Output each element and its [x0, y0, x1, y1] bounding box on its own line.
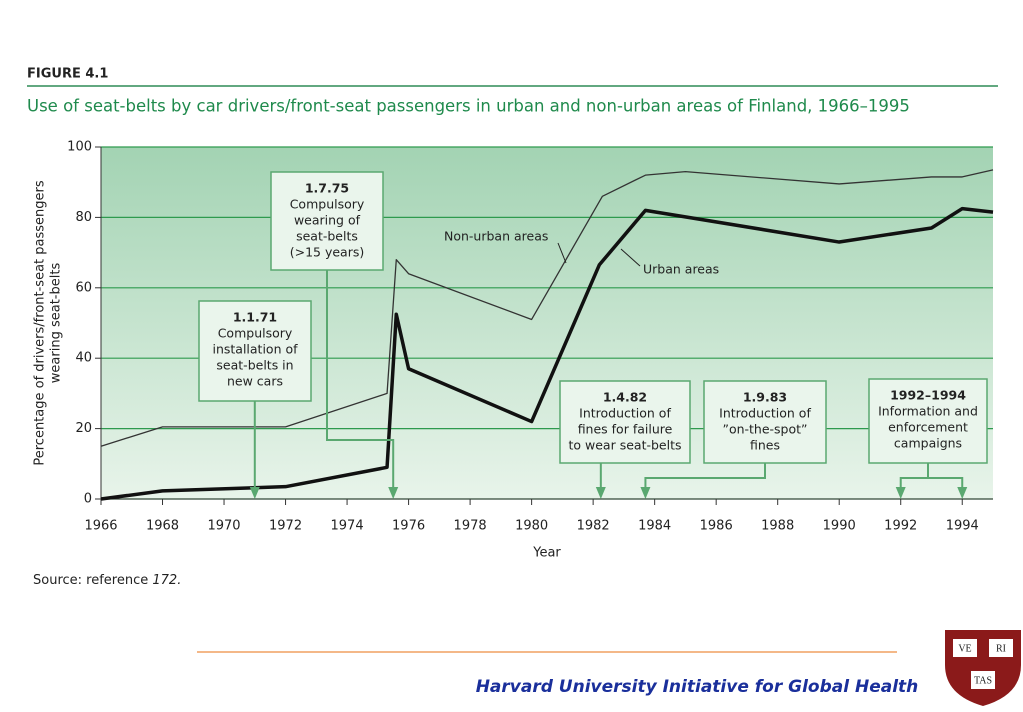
book — [971, 671, 995, 689]
series-label: Non-urban areas — [444, 229, 548, 244]
annotation-text: wearing of — [294, 213, 361, 228]
x-tick-label: 1990 — [823, 519, 856, 534]
label-leader — [620, 248, 641, 267]
arrow-head — [957, 487, 968, 499]
annotation-text: new cars — [227, 374, 283, 389]
arrow-head — [595, 487, 606, 499]
x-tick-label: 1980 — [515, 519, 548, 534]
x-tick-label: 1992 — [884, 519, 917, 534]
annotation-text: to wear seat-belts — [569, 438, 682, 453]
x-tick-label: 1988 — [761, 519, 794, 534]
x-tick-label: 1966 — [84, 519, 117, 534]
annotation-box — [703, 380, 827, 464]
arrow-line — [326, 270, 395, 489]
label-leader — [557, 242, 567, 264]
book — [953, 639, 977, 657]
series-label: Urban areas — [643, 262, 719, 277]
y-tick-label: 20 — [75, 421, 92, 436]
data-line — [100, 206, 994, 501]
source-ref: 172. — [152, 573, 181, 588]
annotation-text: enforcement — [888, 420, 968, 435]
y-axis-label: Percentage of drivers/front-seat passeng… — [33, 180, 48, 466]
annotation-date: 1.7.75 — [305, 181, 349, 196]
annotation-text: seat-belts in — [216, 358, 293, 373]
source-text: Source: reference — [33, 573, 152, 588]
annotation-date: 1.9.83 — [743, 390, 787, 405]
source: Source: reference 172. — [33, 573, 181, 588]
annotation-text: (>15 years) — [290, 245, 365, 260]
annotation-text: Compulsory — [218, 326, 293, 341]
x-tick-label: 1976 — [392, 519, 425, 534]
chart-title: Use of seat-belts by car drivers/front-s… — [27, 97, 910, 116]
arrow-head — [895, 487, 906, 499]
annotation-text: seat-belts — [296, 229, 358, 244]
annotation-date: 1992–1994 — [890, 388, 966, 403]
annotation-box — [198, 300, 312, 402]
x-tick-label: 1986 — [700, 519, 733, 534]
annotation-box — [868, 378, 988, 464]
book — [989, 639, 1013, 657]
x-tick-label: 1982 — [577, 519, 610, 534]
annotation-date: 1.1.71 — [233, 310, 277, 325]
annotation-text: Introduction of — [579, 406, 671, 421]
arrow-head — [388, 487, 399, 499]
x-tick-label: 1968 — [146, 519, 179, 534]
annotation-box — [270, 171, 384, 271]
x-tick-label: 1978 — [454, 519, 487, 534]
annotation-text: ”on-the-spot” — [722, 422, 807, 437]
x-tick-label: 1994 — [946, 519, 979, 534]
annotation-box — [559, 380, 691, 464]
annotation-text: Introduction of — [719, 406, 811, 421]
y-tick-label: 0 — [84, 492, 92, 507]
y-tick-label: 80 — [75, 210, 92, 225]
x-tick-label: 1984 — [638, 519, 671, 534]
logo: VE RI TAS — [945, 630, 1021, 706]
logo-text: RI — [996, 643, 1006, 654]
annotation-text: campaigns — [894, 436, 962, 451]
x-tick-label: 1970 — [207, 519, 240, 534]
y-axis-label: wearing seat-belts — [49, 263, 64, 384]
y-tick-label: 100 — [67, 140, 92, 155]
logo-text: TAS — [974, 675, 992, 686]
figure-label: FIGURE 4.1 — [27, 67, 108, 82]
annotation-text: Information and — [878, 404, 978, 419]
y-tick-label: 60 — [75, 280, 92, 295]
footer: Harvard University Initiative for Global… — [476, 677, 919, 697]
x-axis-label: Year — [532, 546, 561, 561]
x-tick-label: 1974 — [331, 519, 364, 534]
annotation-text: installation of — [212, 342, 298, 357]
annotation-text: fines for failure — [578, 422, 673, 437]
x-tick-label: 1972 — [269, 519, 302, 534]
arrow-line — [644, 463, 766, 489]
arrow-head — [249, 487, 260, 499]
annotation-date: 1.4.82 — [603, 390, 647, 405]
annotation-text: fines — [750, 438, 780, 453]
annotation-text: Compulsory — [290, 197, 365, 212]
y-tick-label: 40 — [75, 351, 92, 366]
logo-text: VE — [958, 643, 971, 654]
data-line — [100, 169, 994, 447]
arrow-line — [927, 463, 964, 489]
arrow-head — [640, 487, 651, 499]
